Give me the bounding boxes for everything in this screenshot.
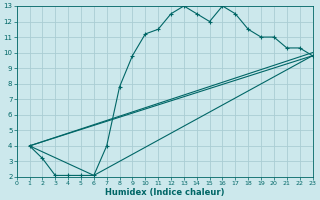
X-axis label: Humidex (Indice chaleur): Humidex (Indice chaleur) (105, 188, 224, 197)
